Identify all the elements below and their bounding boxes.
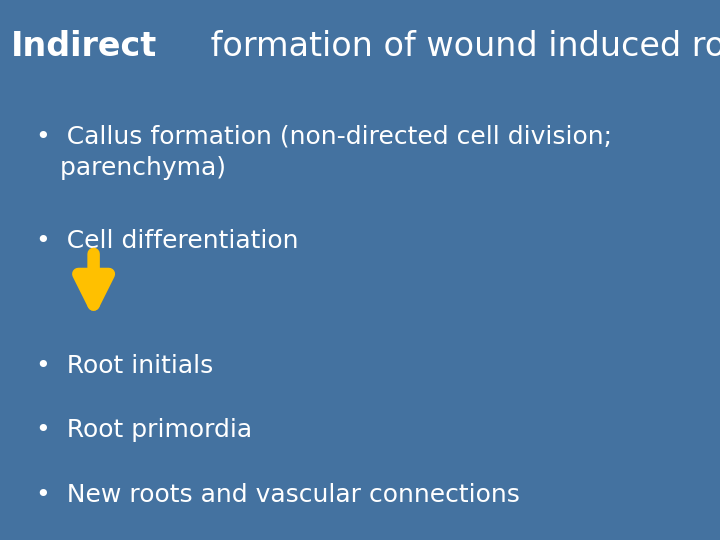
Text: •  Root initials: • Root initials	[36, 354, 213, 377]
Text: •  Callus formation (non-directed cell division;
   parenchyma): • Callus formation (non-directed cell di…	[36, 124, 612, 180]
Text: Indirect: Indirect	[11, 30, 157, 63]
Text: •  New roots and vascular connections: • New roots and vascular connections	[36, 483, 520, 507]
Text: formation of wound induced roots: formation of wound induced roots	[199, 30, 720, 63]
Text: •  Cell differentiation: • Cell differentiation	[36, 230, 299, 253]
Text: •  Root primordia: • Root primordia	[36, 418, 252, 442]
